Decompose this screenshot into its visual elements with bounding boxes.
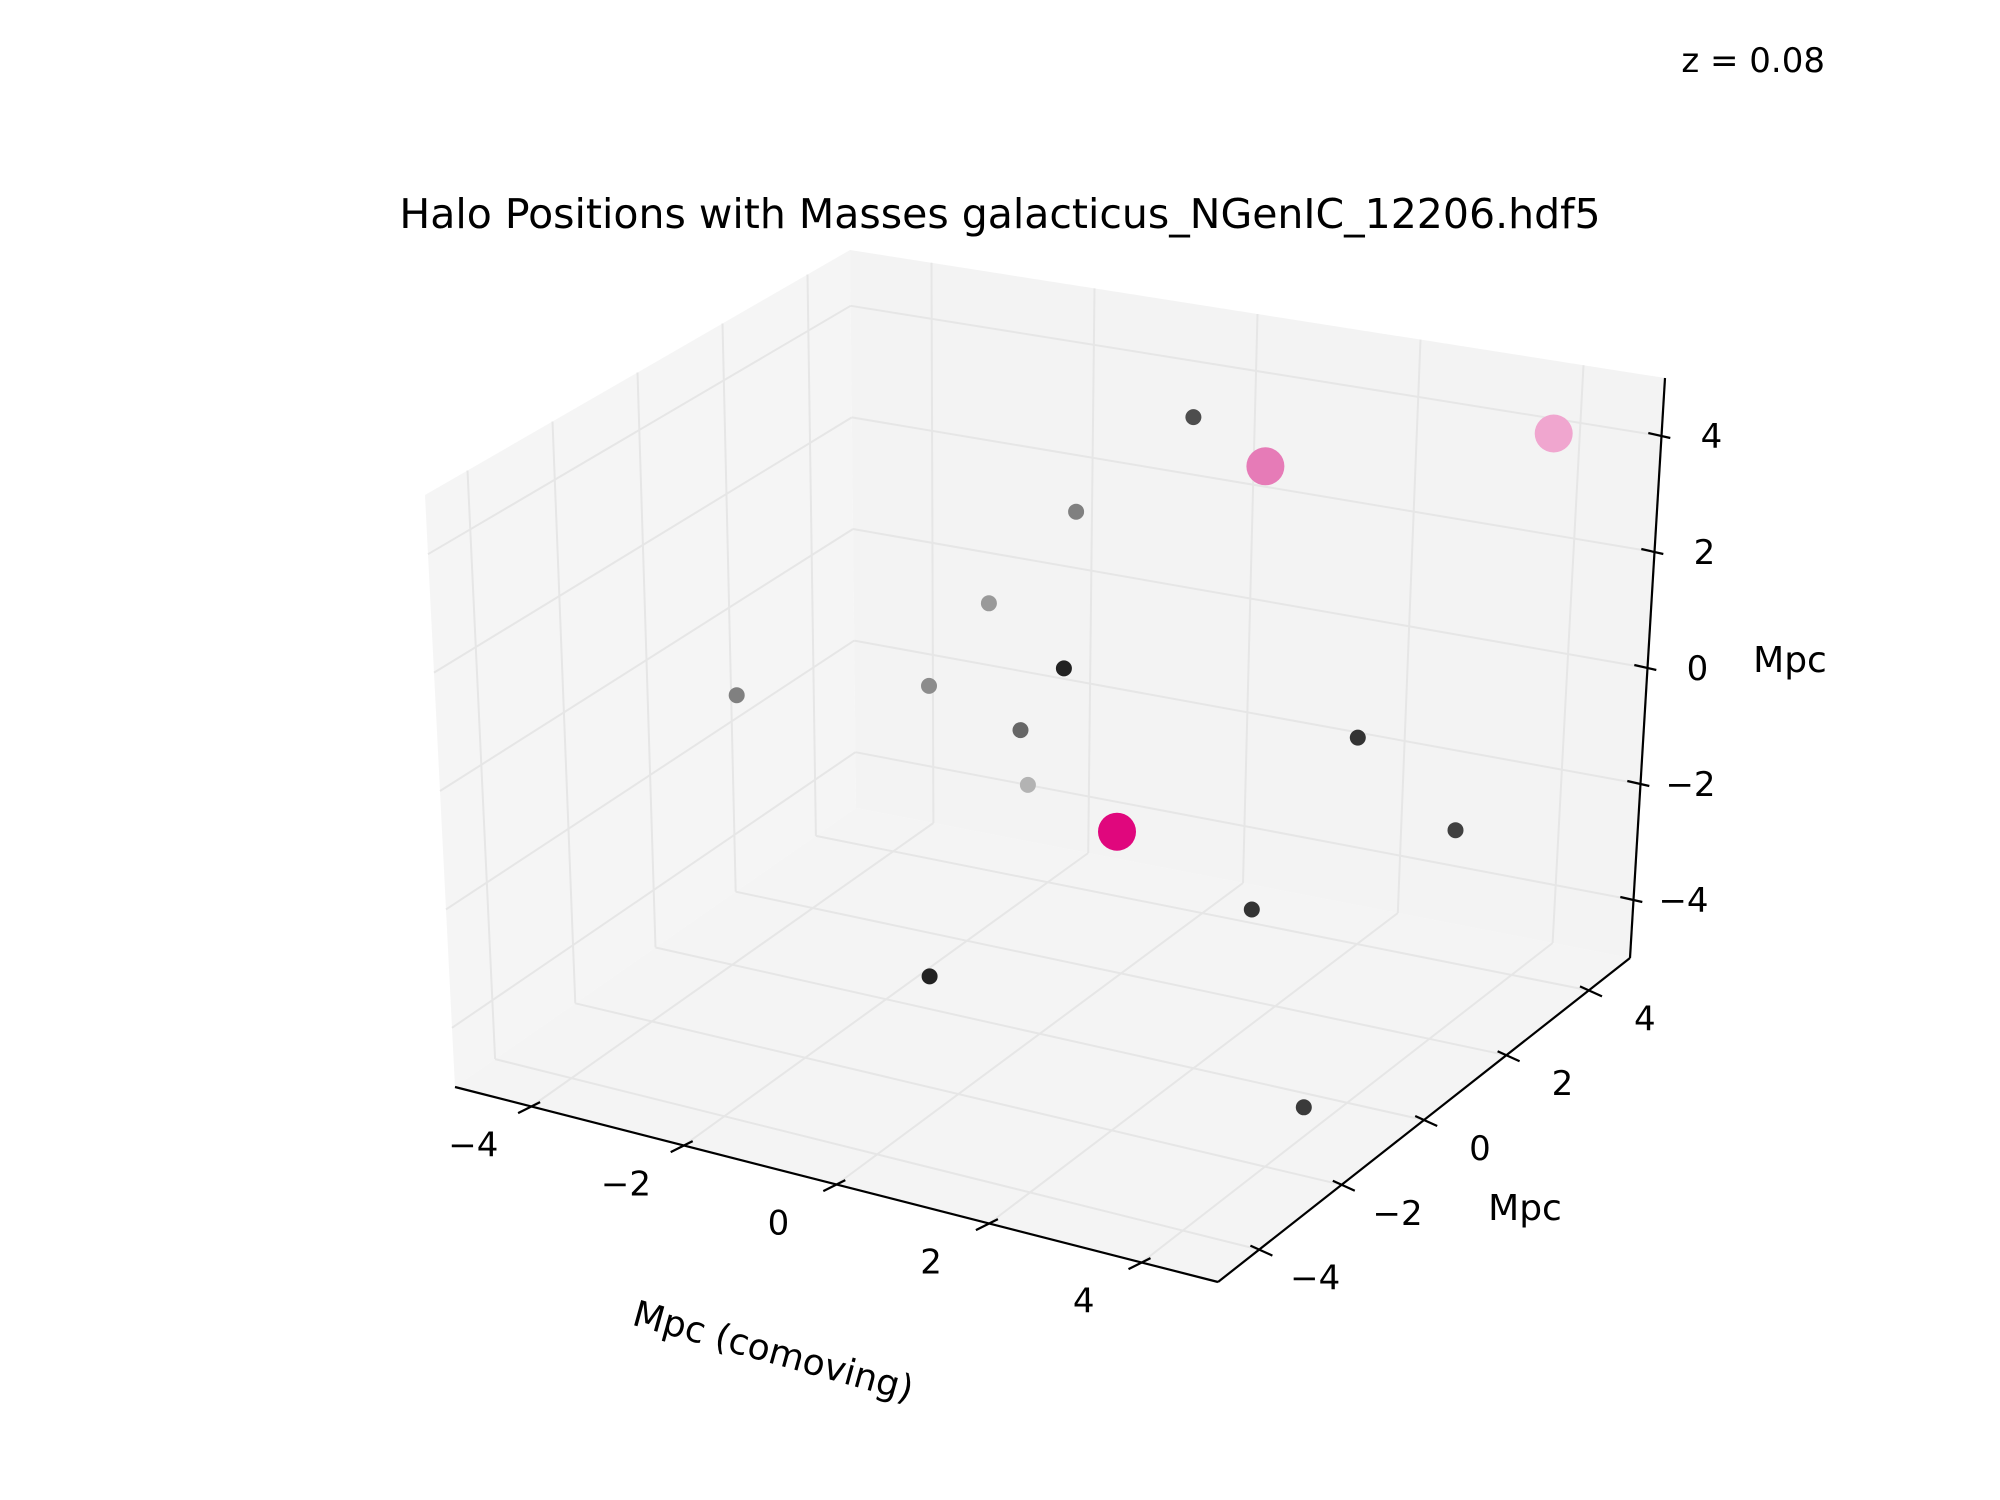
pane-bottom xyxy=(455,808,1630,1282)
halo-point xyxy=(980,595,997,612)
halo-point xyxy=(1055,660,1072,677)
x-tick-mark xyxy=(670,1140,694,1154)
halo-point xyxy=(921,968,938,985)
grid-x-back xyxy=(1396,339,1422,914)
y-axis-label: Mpc xyxy=(1488,1188,1562,1229)
grid-y-left xyxy=(806,274,817,836)
halo-point xyxy=(1012,722,1029,739)
y-tick-mark xyxy=(1579,985,1603,998)
y-tick-mark xyxy=(1497,1050,1521,1063)
x-tick-label: −4 xyxy=(448,1126,498,1166)
y-tick-label: −4 xyxy=(1290,1259,1340,1299)
pane-back xyxy=(850,250,1665,958)
z-tick-mark xyxy=(1627,779,1650,788)
halo-point xyxy=(921,677,937,694)
x-tick-mark xyxy=(517,1101,541,1115)
x-tick-label: −2 xyxy=(601,1165,651,1205)
scatter-points xyxy=(728,409,1573,1116)
chart-title: Halo Positions with Masses galacticus_NG… xyxy=(399,190,1600,238)
x-tick-label: 0 xyxy=(768,1204,790,1244)
halo-point xyxy=(1185,409,1202,426)
halo-point xyxy=(1068,503,1085,520)
z-tick-mark xyxy=(1641,547,1664,556)
y-tick-mark xyxy=(1249,1244,1273,1257)
grid-x-back xyxy=(1551,365,1585,944)
z-tick-mark xyxy=(1634,663,1657,672)
halo-point xyxy=(1349,729,1366,746)
y-tick-label: 4 xyxy=(1634,999,1656,1039)
axis-panes xyxy=(425,250,1665,1282)
z-tick-mark xyxy=(1620,895,1643,904)
grid-z-back xyxy=(850,304,1662,437)
z-tick-label: 0 xyxy=(1687,649,1709,689)
y-tick-mark xyxy=(1332,1179,1356,1192)
y-tick-mark xyxy=(1414,1114,1438,1128)
halo-point xyxy=(1534,414,1573,453)
z-tick-label: −4 xyxy=(1658,881,1708,921)
grid-y-left xyxy=(721,323,737,892)
z-axis-label: Mpc xyxy=(1753,640,1827,681)
y-tick-label: −2 xyxy=(1373,1194,1423,1234)
grid-z-left xyxy=(439,528,854,792)
y-tick-label: 0 xyxy=(1469,1129,1491,1169)
z-tick-label: −2 xyxy=(1665,765,1715,805)
grid-z-left xyxy=(433,416,853,674)
halo-point xyxy=(1243,901,1260,918)
x-tick-mark xyxy=(975,1218,999,1232)
grid-y-bottom xyxy=(655,946,1425,1121)
axis-ticks: −4 −2 0 2 4 −4 −2 0 2 4 −4 −2 0 2 4 xyxy=(448,417,1722,1322)
halo-point xyxy=(728,687,745,704)
x-tick-label: 2 xyxy=(920,1243,942,1283)
x-tick-mark xyxy=(822,1179,846,1193)
grid-lines xyxy=(427,262,1662,1264)
grid-z-back xyxy=(852,528,1648,669)
halo-point xyxy=(1447,822,1464,839)
halo-point xyxy=(1246,447,1285,486)
grid-y-bottom xyxy=(815,834,1589,992)
z-tick-label: 2 xyxy=(1694,533,1716,573)
grid-x-bottom xyxy=(988,912,1399,1225)
halo-point xyxy=(1098,812,1136,851)
grid-x-bottom xyxy=(1141,942,1554,1264)
grid-y-bottom xyxy=(735,890,1507,1057)
x-tick-label: 4 xyxy=(1073,1282,1095,1322)
z-tick-mark xyxy=(1648,431,1671,440)
grid-z-back xyxy=(851,416,1655,553)
grid-z-left xyxy=(427,304,852,556)
y-tick-label: 2 xyxy=(1552,1064,1574,1104)
halo-point xyxy=(1019,776,1036,793)
x-tick-mark xyxy=(1128,1257,1151,1271)
redshift-label: z = 0.08 xyxy=(1681,41,1825,81)
pane-left xyxy=(425,250,856,1087)
halo-point xyxy=(1295,1099,1312,1116)
z-tick-label: 4 xyxy=(1701,417,1723,457)
